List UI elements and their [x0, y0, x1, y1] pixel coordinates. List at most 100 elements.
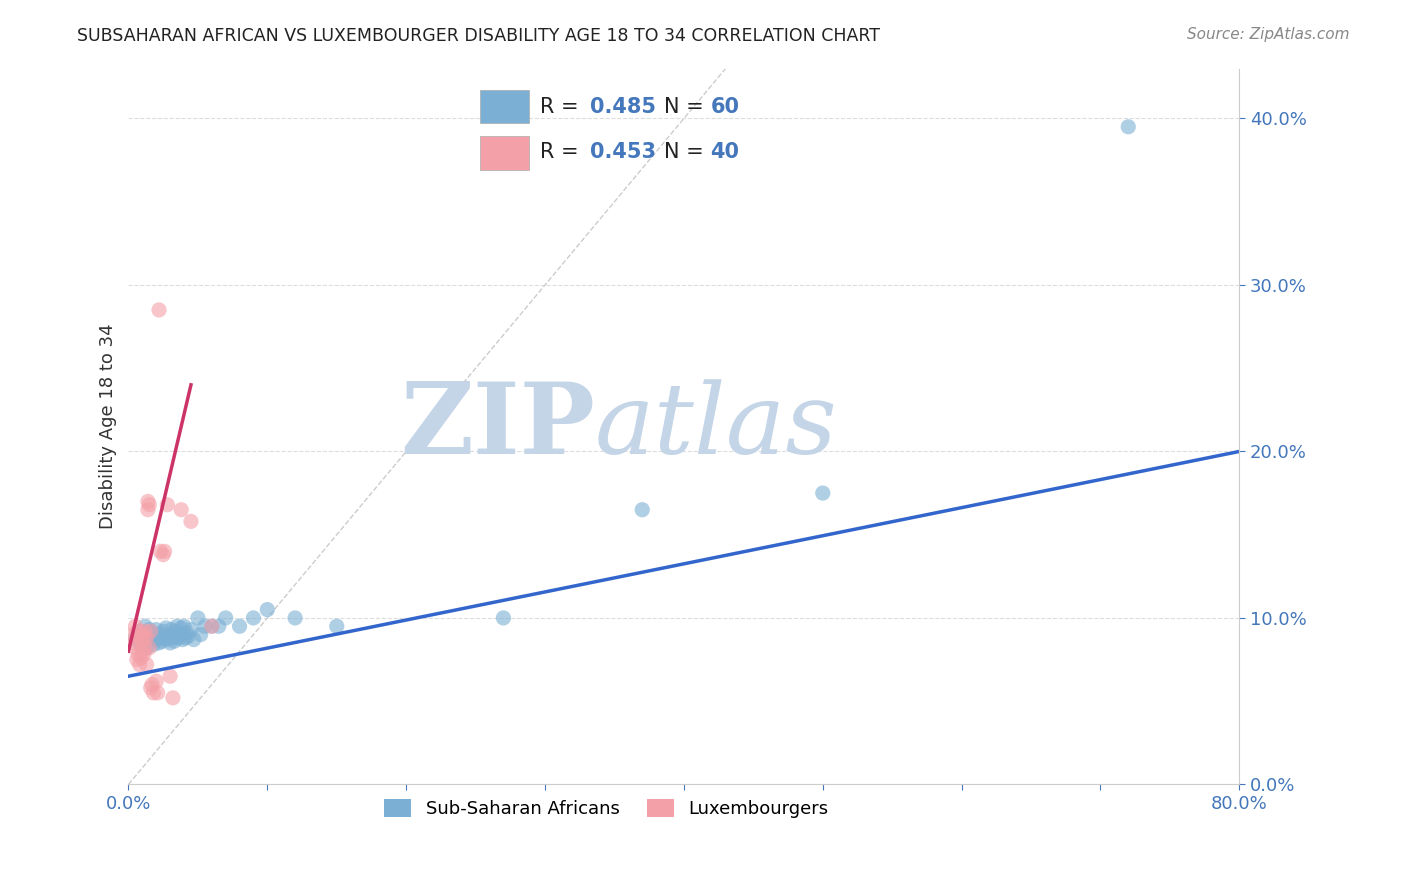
Point — [143, 629, 166, 643]
Point — [165, 624, 187, 639]
Point — [134, 640, 156, 655]
Point — [131, 632, 153, 647]
Point — [134, 619, 156, 633]
Point — [131, 644, 153, 658]
Point — [166, 619, 188, 633]
Point — [136, 502, 159, 516]
Point — [124, 631, 146, 645]
Point — [156, 498, 179, 512]
Point — [148, 636, 170, 650]
Point — [146, 631, 169, 645]
Point — [163, 634, 186, 648]
Point — [124, 640, 146, 655]
Point — [138, 632, 160, 647]
Point — [153, 631, 176, 645]
Point — [134, 624, 156, 639]
Point — [128, 657, 150, 672]
Point — [131, 639, 153, 653]
Point — [136, 627, 159, 641]
Point — [135, 640, 157, 655]
Text: ZIP: ZIP — [401, 378, 595, 475]
Point — [138, 623, 160, 637]
Point — [176, 626, 198, 640]
Point — [169, 627, 191, 641]
Point — [811, 486, 834, 500]
Point — [145, 674, 167, 689]
Point — [138, 498, 160, 512]
Point — [183, 632, 205, 647]
Point — [129, 624, 152, 639]
Point — [177, 629, 200, 643]
Point — [138, 640, 160, 655]
Point — [136, 494, 159, 508]
Point — [128, 636, 150, 650]
Point — [132, 627, 155, 641]
Point — [148, 302, 170, 317]
Point — [228, 619, 250, 633]
Point — [242, 611, 264, 625]
Point — [159, 636, 181, 650]
Point — [155, 621, 177, 635]
Point — [127, 627, 149, 641]
Point — [129, 651, 152, 665]
Point — [326, 619, 349, 633]
Point — [134, 636, 156, 650]
Legend: Sub-Saharan Africans, Luxembourgers: Sub-Saharan Africans, Luxembourgers — [377, 792, 835, 825]
Point — [122, 636, 145, 650]
Point — [146, 686, 169, 700]
Point — [159, 669, 181, 683]
Point — [174, 631, 197, 645]
Point — [149, 627, 172, 641]
Point — [170, 621, 193, 635]
Point — [131, 627, 153, 641]
Point — [180, 623, 202, 637]
Point — [1116, 120, 1139, 134]
Point — [145, 632, 167, 647]
Point — [127, 648, 149, 662]
Point — [124, 619, 146, 633]
Y-axis label: Disability Age 18 to 34: Disability Age 18 to 34 — [100, 324, 117, 529]
Point — [139, 634, 162, 648]
Point — [128, 624, 150, 639]
Point — [139, 681, 162, 695]
Point — [201, 619, 224, 633]
Point — [190, 627, 212, 641]
Text: atlas: atlas — [595, 379, 838, 475]
Point — [127, 631, 149, 645]
Point — [162, 690, 184, 705]
Point — [132, 631, 155, 645]
Point — [284, 611, 307, 625]
Point — [159, 627, 181, 641]
Text: SUBSAHARAN AFRICAN VS LUXEMBOURGER DISABILITY AGE 18 TO 34 CORRELATION CHART: SUBSAHARAN AFRICAN VS LUXEMBOURGER DISAB… — [77, 27, 880, 45]
Point — [180, 515, 202, 529]
Point — [256, 602, 278, 616]
Point — [139, 624, 162, 639]
Point — [152, 624, 174, 639]
Point — [215, 611, 238, 625]
Point — [162, 631, 184, 645]
Point — [145, 623, 167, 637]
Point — [135, 631, 157, 645]
Point — [132, 648, 155, 662]
Point — [129, 634, 152, 648]
Point — [153, 544, 176, 558]
Point — [149, 544, 172, 558]
Point — [156, 632, 179, 647]
Point — [160, 623, 183, 637]
Point — [141, 677, 163, 691]
Point — [172, 632, 194, 647]
Point — [201, 619, 224, 633]
Point — [208, 619, 231, 633]
Point — [125, 627, 148, 641]
Point — [142, 638, 165, 652]
Point — [631, 502, 654, 516]
Point — [492, 611, 515, 625]
Point — [152, 548, 174, 562]
Point — [135, 631, 157, 645]
Point — [125, 652, 148, 666]
Point — [121, 627, 143, 641]
Point — [150, 634, 173, 648]
Point — [194, 619, 217, 633]
Point — [187, 611, 209, 625]
Point — [142, 686, 165, 700]
